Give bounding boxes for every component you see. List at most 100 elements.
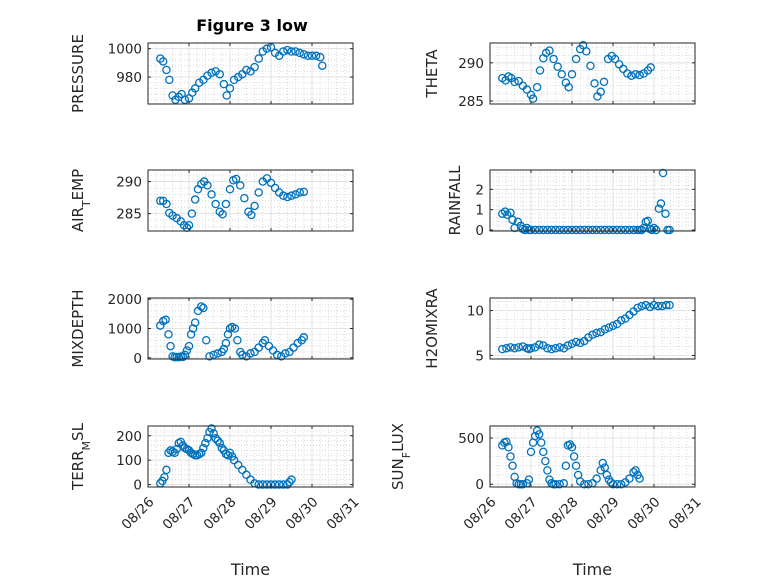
- data-point: [582, 47, 591, 56]
- data-point: [287, 475, 296, 484]
- data-point: [218, 210, 227, 219]
- data-point: [545, 46, 554, 55]
- data-point: [188, 324, 198, 333]
- data-point: [535, 66, 545, 75]
- data-point: [162, 65, 171, 75]
- data-point: [168, 91, 177, 100]
- data-point: [575, 338, 585, 348]
- data-point: [238, 350, 247, 360]
- data-point: [625, 225, 634, 235]
- data-point: [532, 82, 542, 92]
- axes-box: [147, 425, 354, 488]
- data-point: [211, 199, 220, 209]
- data-point: [563, 341, 573, 350]
- data-point: [551, 225, 560, 235]
- data-point: [164, 330, 173, 339]
- data-point: [225, 84, 235, 93]
- data-point: [567, 339, 577, 348]
- y-tick-label: 0: [475, 477, 484, 493]
- data-point: [665, 300, 674, 310]
- y-axis-label: THETA: [423, 49, 441, 99]
- data-point: [547, 344, 556, 354]
- data-point: [506, 452, 515, 461]
- axes-box: [489, 297, 696, 360]
- data-point: [250, 62, 259, 72]
- data-point: [225, 324, 235, 333]
- data-point: [584, 479, 593, 489]
- y-tick-label: 285: [116, 207, 142, 223]
- data-point: [526, 447, 536, 457]
- data-point: [537, 438, 546, 447]
- y-tick-label: 290: [116, 175, 142, 191]
- data-point: [299, 50, 309, 59]
- data-point: [631, 70, 640, 79]
- data-point: [197, 302, 206, 311]
- data-point: [266, 178, 276, 188]
- subplot-pressure: 980 1000 PRESSURE: [69, 34, 354, 113]
- data-point: [262, 44, 272, 53]
- data-point: [250, 201, 259, 211]
- x-tick-label: 08/27: [160, 494, 199, 533]
- data-point: [637, 225, 646, 235]
- data-point: [207, 68, 216, 78]
- data-point: [272, 350, 282, 360]
- data-point: [592, 225, 601, 235]
- data-point: [567, 70, 577, 79]
- data-point: [190, 84, 200, 93]
- data-point: [555, 343, 564, 352]
- y-tick-label: 1000: [108, 322, 142, 338]
- data-point: [543, 225, 552, 235]
- data-point: [213, 349, 222, 358]
- data-point: [592, 474, 601, 483]
- data-point: [653, 301, 663, 311]
- data-point: [588, 225, 597, 235]
- data-point: [211, 433, 220, 443]
- x-tick-label: 08/30: [283, 494, 322, 533]
- data-point: [207, 424, 216, 433]
- data-point: [283, 192, 292, 202]
- data-point: [225, 185, 235, 194]
- data-point: [539, 225, 548, 235]
- subplot-mixdepth: 0 1000 2000 MIXDEPTH: [69, 289, 354, 368]
- data-point: [592, 328, 601, 338]
- figure-title: Figure 3 low: [196, 16, 308, 35]
- data-point: [647, 225, 657, 235]
- data-point: [165, 75, 174, 85]
- data-point: [166, 341, 175, 351]
- data-point: [164, 448, 173, 458]
- data-point: [213, 436, 222, 445]
- data-point: [274, 480, 284, 489]
- data-point: [646, 63, 655, 72]
- data-point: [502, 437, 511, 446]
- data-point: [543, 343, 552, 353]
- data-point: [299, 187, 309, 197]
- y-axis-label: PRESSURE: [69, 34, 87, 113]
- data-point: [223, 451, 233, 460]
- data-point: [161, 315, 170, 324]
- data-point: [547, 225, 556, 235]
- data-point: [178, 352, 188, 362]
- data-point: [201, 335, 211, 345]
- data-point: [246, 349, 255, 358]
- y-tick-label: 100: [116, 453, 142, 469]
- data-point: [219, 344, 229, 354]
- data-point: [580, 225, 589, 235]
- data-point: [599, 77, 609, 87]
- data-point: [569, 452, 579, 461]
- data-point: [158, 57, 168, 66]
- data-point: [608, 479, 618, 489]
- data-point: [217, 443, 227, 453]
- data-point: [528, 94, 538, 103]
- data-point: [651, 225, 661, 235]
- data-point: [633, 303, 642, 313]
- data-point: [602, 470, 612, 480]
- data-point: [180, 95, 190, 104]
- data-point: [295, 188, 304, 197]
- data-point: [526, 343, 536, 353]
- data-point: [649, 223, 659, 233]
- data-point: [631, 466, 640, 475]
- data-point: [156, 321, 165, 330]
- data-point: [522, 223, 532, 233]
- data-point: [279, 191, 288, 200]
